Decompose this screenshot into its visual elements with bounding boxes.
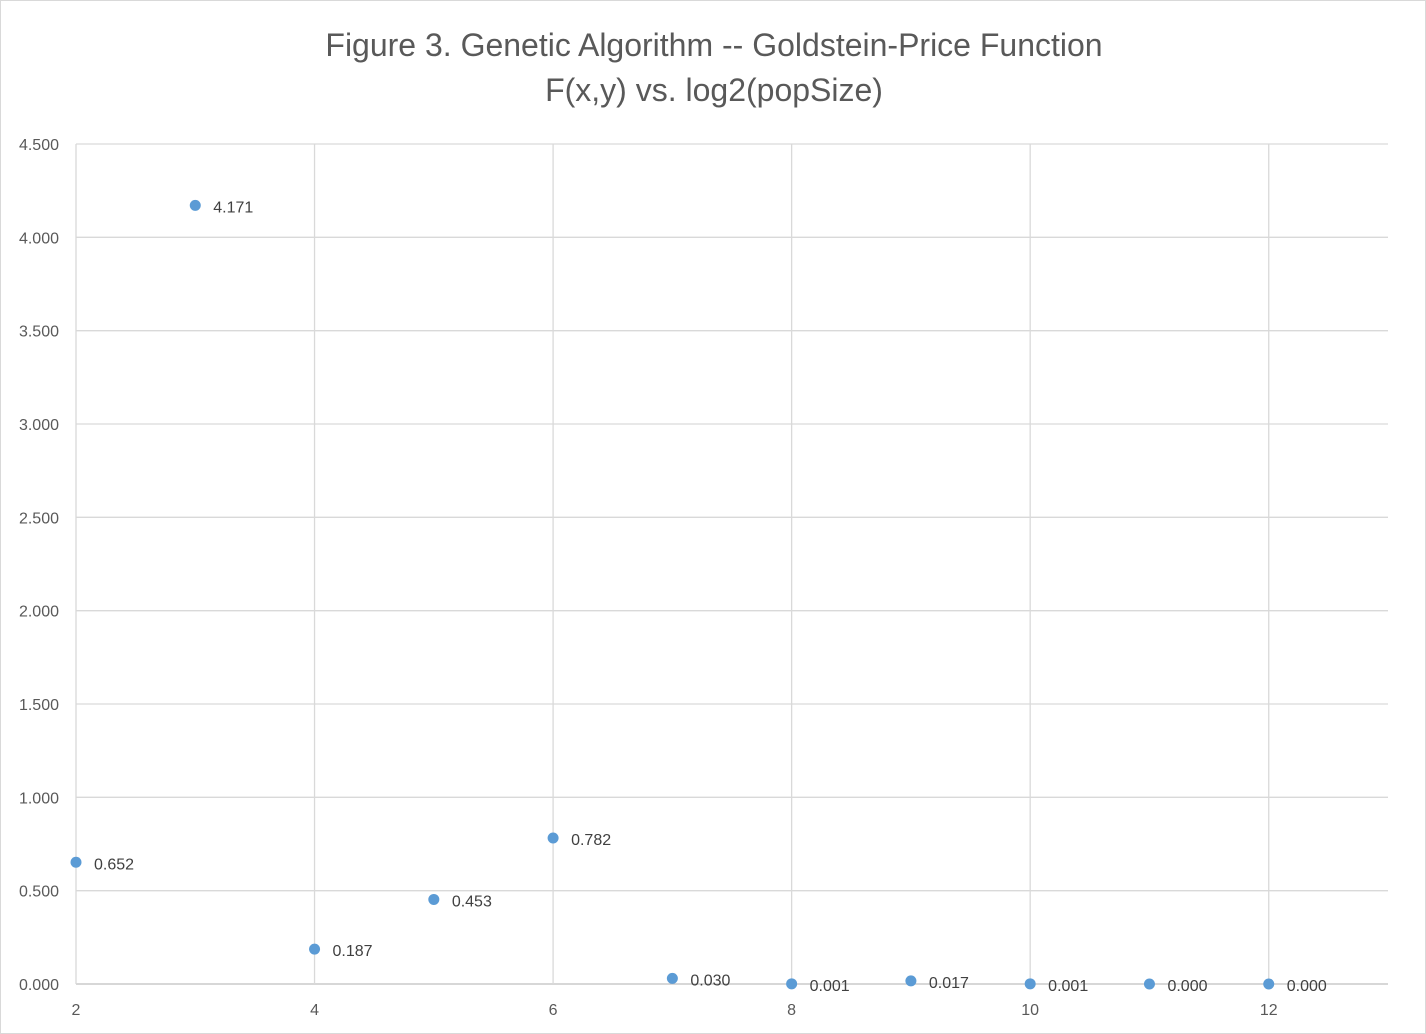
data-point — [1143, 978, 1155, 990]
data-label: 0.453 — [452, 893, 492, 910]
data-label: 0.782 — [571, 832, 611, 849]
data-label: 0.001 — [1048, 978, 1088, 995]
x-tick-label: 4 — [310, 1002, 319, 1019]
chart-title-block: Figure 3. Genetic Algorithm -- Goldstein… — [1, 23, 1426, 113]
data-label: 0.030 — [690, 972, 730, 989]
y-tick-label: 4.500 — [19, 137, 59, 154]
label-layer: 0.652 4.171 0.187 0.453 0.782 0.030 0.001 0.017… — [94, 199, 1327, 995]
y-tick-label: 0.500 — [19, 884, 59, 901]
data-label: 0.187 — [333, 943, 373, 960]
grid-layer — [75, 143, 1388, 985]
data-point — [70, 856, 82, 868]
chart-subtitle: F(x,y) vs. log2(popSize) — [545, 72, 883, 108]
data-point — [189, 199, 201, 211]
y-tick-label: 3.000 — [19, 417, 59, 434]
x-tick-label: 12 — [1260, 1002, 1278, 1019]
data-label: 0.652 — [94, 856, 134, 873]
data-point — [786, 978, 798, 990]
y-tick-label: 3.500 — [19, 324, 59, 341]
x-tick-label: 10 — [1021, 1002, 1039, 1019]
data-point — [1263, 978, 1275, 990]
x-tick-label: 2 — [72, 1002, 81, 1019]
tick-layer: 0.000 0.500 1.000 1.500 2.000 2.500 3.000 3.500… — [19, 137, 1278, 1019]
data-point — [905, 975, 917, 987]
x-tick-label: 6 — [549, 1002, 558, 1019]
chart-title: Figure 3. Genetic Algorithm -- Goldstein… — [325, 27, 1103, 63]
data-label: 0.001 — [810, 978, 850, 995]
point-layer — [70, 199, 1275, 990]
data-label: 0.000 — [1167, 978, 1207, 995]
data-label: 0.017 — [929, 975, 969, 992]
data-point — [309, 943, 321, 955]
data-label: 0.000 — [1287, 978, 1327, 995]
data-point — [1024, 978, 1036, 990]
y-tick-label: 4.000 — [19, 230, 59, 247]
data-point — [666, 972, 678, 984]
y-tick-label: 2.000 — [19, 604, 59, 621]
data-label: 4.171 — [213, 199, 253, 216]
y-tick-label: 1.000 — [19, 790, 59, 807]
y-tick-label: 0.000 — [19, 977, 59, 994]
data-point — [428, 893, 440, 905]
y-tick-label: 1.500 — [19, 697, 59, 714]
data-point — [547, 832, 559, 844]
x-tick-label: 8 — [787, 1002, 796, 1019]
y-tick-label: 2.500 — [19, 510, 59, 527]
